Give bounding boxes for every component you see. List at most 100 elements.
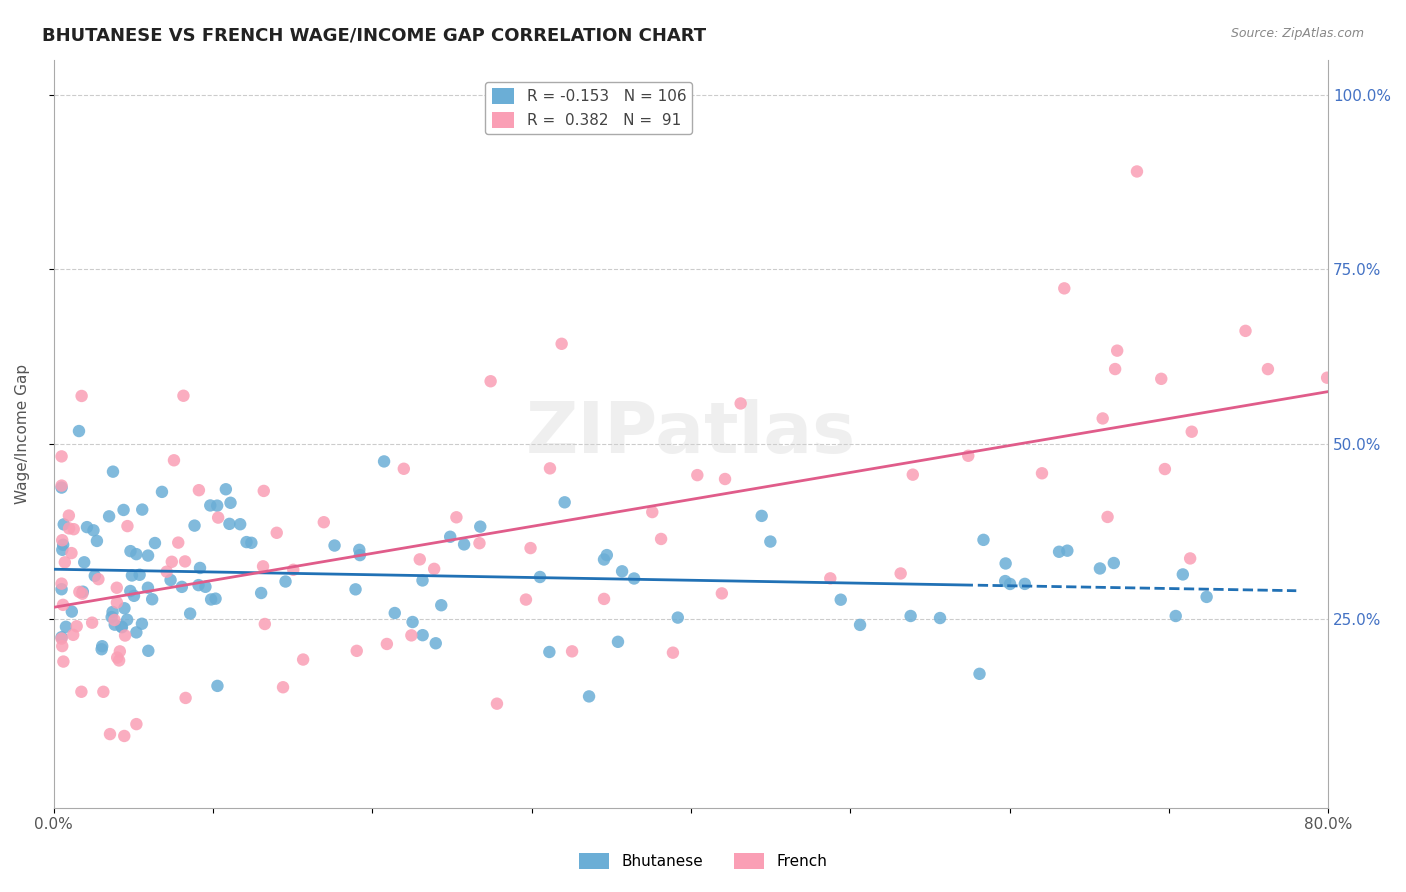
Point — [53, 555, 76, 569]
Point — [274, 574, 297, 589]
Point — [1091, 411, 1114, 425]
Point — [662, 646, 685, 660]
Point — [994, 574, 1017, 588]
Point — [593, 591, 616, 606]
Point — [51, 582, 73, 597]
Point — [578, 690, 600, 704]
Point — [998, 577, 1021, 591]
Point — [128, 567, 150, 582]
Point — [479, 374, 502, 388]
Point — [51, 632, 73, 646]
Point — [60, 546, 83, 560]
Point — [103, 613, 125, 627]
Point — [136, 549, 159, 563]
Point — [83, 569, 105, 583]
Point — [93, 685, 115, 699]
Point — [172, 389, 194, 403]
Point — [1150, 372, 1173, 386]
Point — [641, 505, 664, 519]
Y-axis label: Wage/Income Gap: Wage/Income Gap — [15, 364, 30, 504]
Point — [100, 610, 122, 624]
Point — [66, 619, 89, 633]
Point — [610, 564, 633, 578]
Point — [292, 652, 315, 666]
Point — [136, 581, 159, 595]
Text: BHUTANESE VS FRENCH WAGE/INCOME GAP CORRELATION CHART: BHUTANESE VS FRENCH WAGE/INCOME GAP CORR… — [42, 27, 706, 45]
Point — [163, 453, 186, 467]
Point — [849, 618, 872, 632]
Point — [901, 467, 924, 482]
Point — [1316, 370, 1339, 384]
Point — [515, 592, 537, 607]
Point — [51, 533, 73, 548]
Point — [412, 574, 434, 588]
Point — [115, 613, 138, 627]
Point — [453, 537, 475, 551]
Point — [686, 468, 709, 483]
Point — [104, 617, 127, 632]
Point — [1178, 551, 1201, 566]
Point — [51, 542, 73, 557]
Point — [730, 396, 752, 410]
Text: ZIPatlas: ZIPatlas — [526, 399, 856, 468]
Point — [136, 644, 159, 658]
Point — [52, 598, 75, 612]
Point — [759, 534, 782, 549]
Point — [52, 517, 75, 532]
Point — [76, 520, 98, 534]
Point — [1104, 362, 1126, 376]
Point — [52, 655, 75, 669]
Point — [105, 581, 128, 595]
Point — [117, 519, 139, 533]
Point — [266, 525, 288, 540]
Point — [751, 508, 773, 523]
Point — [349, 548, 371, 562]
Point — [143, 536, 166, 550]
Point — [994, 557, 1017, 571]
Point — [1257, 362, 1279, 376]
Point — [219, 496, 242, 510]
Point — [51, 450, 73, 464]
Point — [205, 499, 228, 513]
Point — [125, 547, 148, 561]
Point — [91, 639, 114, 653]
Point — [112, 503, 135, 517]
Point — [101, 465, 124, 479]
Point — [114, 601, 136, 615]
Point — [86, 533, 108, 548]
Point — [890, 566, 912, 581]
Point — [215, 482, 238, 496]
Point — [538, 461, 561, 475]
Point — [1056, 543, 1078, 558]
Point — [384, 606, 406, 620]
Point — [1014, 577, 1036, 591]
Point — [179, 607, 201, 621]
Point — [439, 530, 461, 544]
Point — [519, 541, 541, 555]
Point — [105, 595, 128, 609]
Point — [51, 630, 73, 644]
Point — [554, 495, 576, 509]
Point — [51, 576, 73, 591]
Point — [1195, 590, 1218, 604]
Point — [108, 644, 131, 658]
Point — [1102, 556, 1125, 570]
Point — [98, 727, 121, 741]
Point — [73, 555, 96, 569]
Point — [485, 697, 508, 711]
Point — [150, 484, 173, 499]
Point — [550, 336, 572, 351]
Point — [1126, 164, 1149, 178]
Point — [820, 571, 842, 585]
Point — [110, 620, 132, 634]
Point — [392, 462, 415, 476]
Point — [271, 680, 294, 694]
Point — [125, 717, 148, 731]
Point — [111, 620, 134, 634]
Point — [160, 555, 183, 569]
Point — [60, 605, 83, 619]
Point — [312, 515, 335, 529]
Point — [51, 481, 73, 495]
Point — [596, 548, 619, 562]
Point — [108, 653, 131, 667]
